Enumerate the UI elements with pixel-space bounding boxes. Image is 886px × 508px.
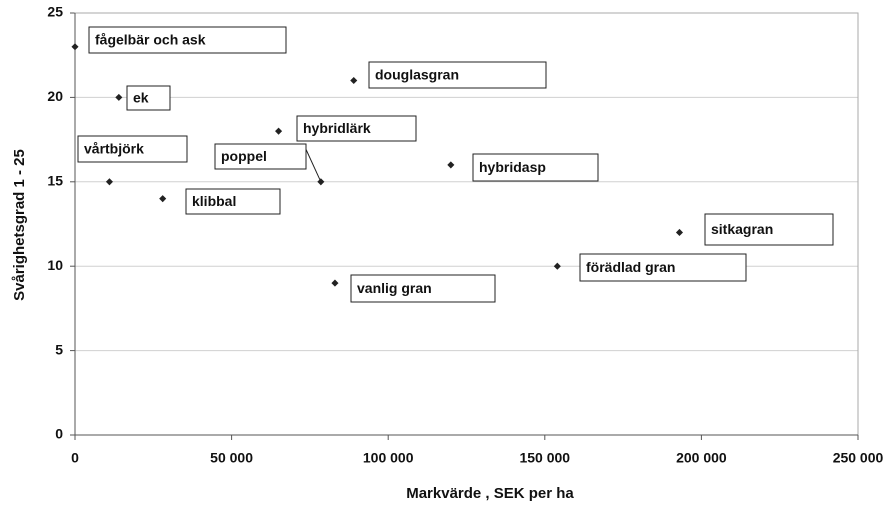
label-box	[214, 143, 307, 170]
y-tick-label: 15	[47, 173, 63, 189]
label-box	[88, 26, 287, 54]
x-tick-label: 150 000	[519, 450, 570, 466]
x-axis-title: Markvärde , SEK per ha	[406, 485, 574, 502]
label-box	[77, 135, 188, 163]
x-tick-label: 50 000	[210, 450, 253, 466]
label-box	[579, 253, 747, 282]
x-tick-label: 0	[71, 450, 79, 466]
point-label: fågelbär och ask	[95, 32, 206, 48]
y-tick-label: 20	[47, 88, 63, 104]
label-box	[185, 188, 281, 215]
x-tick-label: 100 000	[363, 450, 414, 466]
label-box	[472, 153, 599, 182]
y-tick-label: 25	[47, 4, 63, 20]
point-label: vanlig gran	[357, 280, 432, 296]
point	[675, 228, 684, 236]
point-label: förädlad gran	[586, 259, 675, 275]
point	[350, 76, 358, 85]
y-axis-title: Svårighetsgrad 1 - 25	[11, 149, 28, 301]
point	[115, 93, 123, 101]
point	[275, 127, 283, 135]
label-box	[296, 115, 417, 142]
point-label: hybridlärk	[303, 120, 371, 136]
point	[105, 178, 113, 186]
point-label: douglasgran	[375, 67, 459, 83]
x-tick-label: 250 000	[833, 450, 884, 466]
point-label: poppel	[221, 148, 267, 164]
label-connector	[303, 144, 322, 183]
label-box	[368, 61, 547, 89]
y-tick-label: 0	[55, 426, 63, 442]
point-label: hybridasp	[479, 159, 546, 175]
y-tick-label: 5	[55, 341, 63, 357]
label-box	[126, 85, 171, 111]
x-tick-label: 200 000	[676, 450, 727, 466]
label-box	[350, 274, 496, 303]
point	[159, 195, 167, 203]
point	[553, 262, 561, 270]
point	[447, 161, 455, 169]
point-label: klibbal	[192, 193, 236, 209]
y-tick-label: 10	[47, 257, 63, 273]
label-box	[704, 213, 834, 246]
point-label: ek	[133, 90, 149, 106]
point	[331, 279, 339, 287]
point-label: sitkagran	[711, 221, 773, 237]
point-label: vårtbjörk	[84, 141, 144, 157]
point	[71, 43, 79, 51]
